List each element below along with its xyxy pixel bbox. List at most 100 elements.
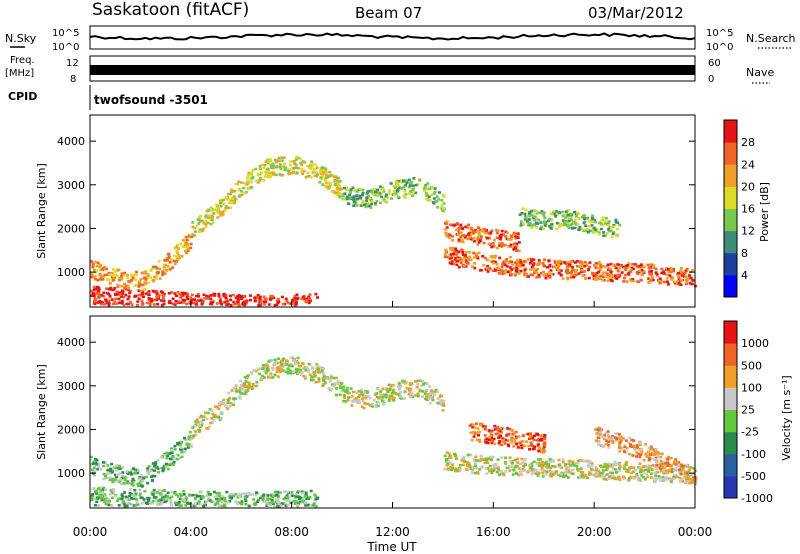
- echo-cell: [265, 369, 269, 373]
- echo-cell: [246, 174, 250, 178]
- echo-cell: [226, 302, 230, 306]
- echo-cell: [93, 302, 97, 306]
- echo-cell: [252, 498, 256, 501]
- echo-cell: [206, 297, 210, 300]
- echo-cell: [425, 188, 429, 191]
- echo-cell: [495, 470, 499, 474]
- echo-cell: [416, 183, 420, 186]
- echo-cell: [437, 198, 441, 201]
- echo-cell: [490, 433, 494, 437]
- echo-cell: [651, 278, 655, 282]
- echo-cell: [92, 285, 96, 289]
- echo-cell: [122, 482, 126, 485]
- echo-cell: [408, 389, 412, 393]
- echo-cell: [138, 493, 142, 496]
- echo-cell: [520, 446, 524, 450]
- echo-cell: [169, 501, 173, 504]
- echo-cell: [685, 463, 689, 467]
- echo-cell: [150, 475, 154, 478]
- echo-cell: [523, 458, 527, 461]
- echo-cell: [549, 226, 553, 230]
- echo-cell: [91, 265, 95, 269]
- echo-cell: [116, 499, 119, 502]
- echo-cell: [489, 468, 493, 472]
- echo-cell: [284, 370, 288, 373]
- echo-cell: [139, 473, 143, 477]
- echo-cell: [616, 263, 620, 266]
- echo-cell: [532, 271, 536, 275]
- echo-cell: [598, 221, 602, 225]
- echo-cell: [139, 479, 143, 483]
- echo-cell: [102, 303, 106, 306]
- echo-cell: [231, 189, 234, 193]
- echo-cell: [155, 292, 159, 295]
- echo-cell: [440, 199, 444, 202]
- echo-cell: [345, 188, 349, 192]
- echo-cell: [291, 370, 295, 373]
- echo-cell: [302, 367, 306, 370]
- echo-cell: [654, 465, 657, 468]
- echo-cell: [624, 462, 628, 466]
- echo-cell: [514, 269, 518, 273]
- echo-cell: [118, 276, 122, 280]
- echo-cell: [604, 271, 608, 274]
- echo-cell: [262, 494, 266, 497]
- echo-cell: [135, 270, 138, 274]
- echo-cell: [532, 258, 536, 261]
- echo-cell: [535, 212, 539, 215]
- echo-cell: [155, 499, 159, 502]
- colorbar-tick-label: 4: [741, 269, 748, 282]
- echo-cell: [207, 490, 210, 494]
- echo-cell: [150, 479, 154, 482]
- echo-cell: [591, 231, 595, 234]
- echo-cell: [355, 190, 359, 193]
- echo-cell: [650, 263, 653, 266]
- echo-cell: [180, 455, 184, 459]
- echo-cell: [521, 469, 525, 472]
- echo-cell: [637, 264, 641, 268]
- echo-cell: [184, 496, 188, 499]
- echo-cell: [97, 286, 101, 290]
- echo-cell: [382, 198, 386, 202]
- echo-cell: [190, 298, 194, 302]
- echo-cell: [573, 272, 577, 275]
- echo-cell: [126, 285, 130, 289]
- echo-cell: [147, 296, 151, 300]
- echo-cell: [516, 461, 520, 464]
- echo-cell: [496, 425, 500, 429]
- echo-cell: [302, 374, 306, 378]
- echo-cell: [511, 263, 515, 267]
- echo-cell: [426, 182, 430, 185]
- echo-cell: [510, 436, 514, 440]
- echo-cell: [167, 256, 171, 259]
- echo-cell: [603, 222, 607, 225]
- echo-cell: [185, 238, 189, 242]
- echo-cell: [147, 472, 151, 475]
- echo-cell: [654, 448, 658, 451]
- echo-cell: [323, 185, 327, 188]
- colorbar-tick-label: -100: [741, 448, 766, 461]
- echo-cell: [234, 182, 238, 186]
- echo-cell: [590, 224, 594, 227]
- echo-cell: [335, 179, 339, 182]
- echo-cell: [106, 472, 110, 475]
- echo-cell: [625, 461, 629, 464]
- echo-cell: [159, 498, 163, 502]
- echo-cell: [307, 497, 310, 500]
- echo-cell: [144, 292, 148, 295]
- echo-cell: [632, 444, 636, 448]
- echo-cell: [635, 271, 639, 274]
- echo-cell: [345, 386, 349, 390]
- echo-cell: [561, 222, 565, 226]
- echo-cell: [386, 196, 390, 200]
- echo-cell: [211, 215, 215, 219]
- echo-cell: [455, 467, 459, 471]
- echo-cell: [199, 490, 203, 494]
- echo-cell: [574, 213, 578, 216]
- echo-cell: [490, 260, 494, 263]
- echo-cell: [133, 295, 137, 298]
- echo-cell: [534, 210, 538, 213]
- echo-cell: [492, 437, 496, 441]
- echo-cell: [540, 437, 544, 441]
